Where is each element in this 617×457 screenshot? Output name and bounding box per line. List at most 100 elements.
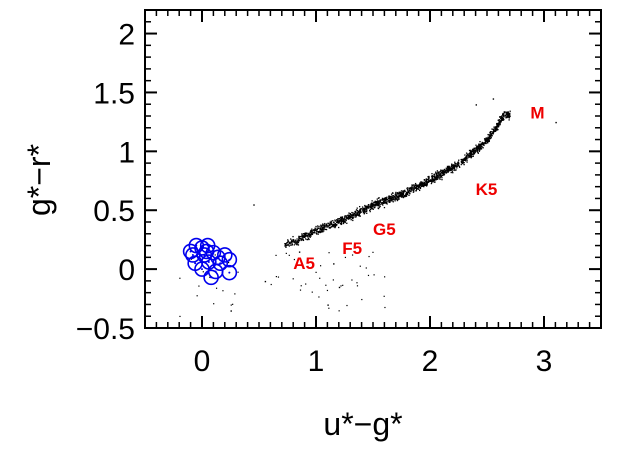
locus-point — [379, 203, 381, 205]
outlier-point — [227, 261, 230, 264]
locus-point — [385, 201, 387, 203]
locus-point — [342, 221, 345, 223]
locus-point — [290, 238, 292, 240]
locus-point — [457, 163, 459, 165]
locus-point — [307, 237, 310, 239]
locus-point — [413, 185, 416, 188]
locus-point — [425, 183, 428, 186]
locus-point — [304, 233, 306, 235]
locus-point — [426, 183, 428, 185]
locus-point — [468, 149, 471, 152]
locus-point — [467, 154, 470, 156]
locus-point — [367, 205, 369, 207]
locus-point — [371, 202, 373, 204]
locus-point — [441, 174, 444, 177]
locus-point — [359, 208, 362, 210]
locus-point — [475, 147, 477, 149]
locus-point — [404, 189, 406, 192]
locus-point — [474, 149, 476, 151]
locus-point — [442, 169, 444, 171]
locus-point — [477, 151, 479, 154]
locus-point — [421, 183, 423, 185]
y-tick-label: 1.5 — [93, 77, 135, 110]
locus-point — [496, 122, 498, 125]
locus-point — [425, 180, 427, 183]
locus-point — [357, 210, 360, 212]
locus-point — [495, 128, 497, 131]
locus-point — [334, 223, 337, 225]
locus-point — [319, 227, 322, 229]
locus-point — [317, 231, 320, 234]
locus-point — [340, 223, 342, 225]
locus-point — [465, 156, 468, 159]
locus-point — [385, 198, 387, 200]
locus-point — [316, 227, 318, 229]
locus-point — [363, 213, 365, 215]
locus-point — [460, 160, 462, 163]
locus-point — [432, 178, 434, 181]
locus-point — [466, 159, 468, 161]
locus-point — [340, 223, 342, 226]
locus-point — [322, 226, 324, 229]
locus-point — [361, 210, 364, 212]
locus-point — [329, 227, 331, 229]
locus-point — [406, 191, 408, 194]
locus-point — [435, 177, 437, 179]
locus-point — [334, 225, 336, 227]
locus-point — [336, 221, 338, 223]
locus-point — [347, 218, 350, 220]
locus-point — [327, 222, 329, 224]
locus-point — [300, 235, 302, 238]
locus-point — [447, 167, 449, 170]
locus-point — [376, 204, 379, 206]
locus-point — [348, 214, 350, 216]
locus-point — [306, 238, 308, 241]
locus-point — [412, 187, 415, 189]
locus-point — [302, 239, 305, 242]
locus-point — [476, 148, 478, 150]
locus-point — [442, 172, 444, 174]
locus-point — [396, 193, 399, 195]
locus-point — [325, 228, 328, 231]
locus-point — [409, 187, 412, 189]
locus-point — [508, 113, 511, 115]
locus-point — [401, 194, 403, 197]
locus-point — [418, 187, 420, 189]
locus-point — [427, 177, 430, 179]
locus-point — [501, 116, 503, 118]
locus-point — [365, 207, 368, 209]
locus-point — [341, 217, 343, 219]
locus-point — [483, 142, 486, 144]
outlier-point — [305, 283, 307, 285]
locus-point — [492, 129, 495, 131]
locus-point — [346, 222, 348, 224]
locus-point — [435, 172, 437, 175]
locus-point — [319, 231, 321, 234]
locus-point — [452, 169, 454, 171]
locus-point — [480, 143, 482, 146]
locus-point — [431, 175, 434, 177]
outlier-point — [338, 310, 340, 312]
locus-point — [390, 199, 393, 201]
locus-point — [344, 220, 347, 222]
locus-point — [443, 171, 446, 173]
locus-point — [478, 145, 480, 148]
locus-point — [508, 119, 510, 121]
locus-point — [287, 239, 289, 241]
locus-point — [342, 218, 344, 220]
locus-point — [494, 129, 496, 132]
locus-point — [446, 171, 448, 173]
locus-point — [386, 198, 388, 200]
locus-point — [309, 231, 311, 234]
locus-point — [300, 239, 302, 242]
locus-point — [364, 208, 366, 210]
locus-point — [488, 138, 490, 140]
y-axis-title: g*−r* — [21, 144, 57, 216]
locus-point — [374, 203, 377, 205]
locus-point — [307, 233, 310, 235]
locus-point — [338, 226, 340, 229]
locus-point — [406, 193, 409, 195]
locus-point — [460, 163, 462, 166]
locus-point — [351, 217, 353, 219]
locus-point — [295, 243, 297, 245]
